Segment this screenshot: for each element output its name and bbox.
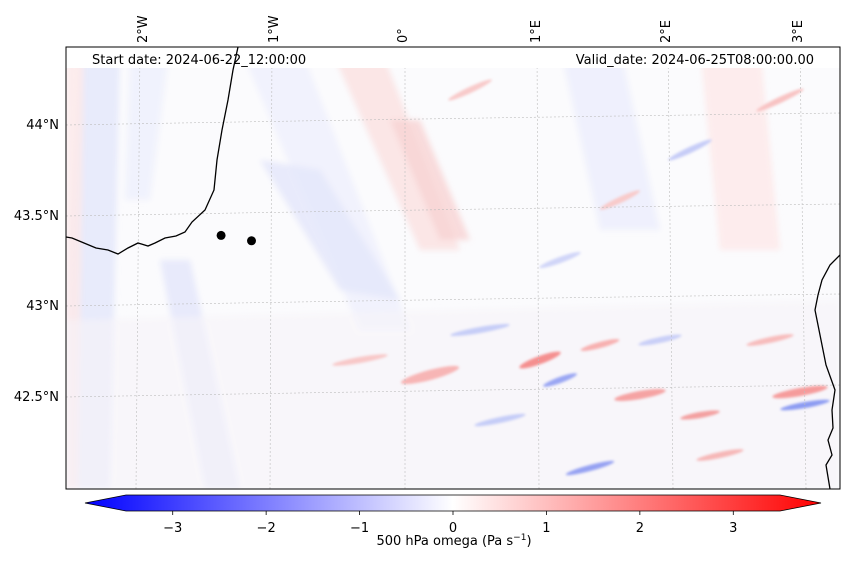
- lon-label-2e: 2°E: [659, 20, 674, 43]
- valid-date-label: Valid_date: 2024-06-25T08:00:00.00: [576, 53, 814, 68]
- colorbar-label: 500 hPa omega (Pa s−1): [376, 533, 531, 549]
- lon-label-0: 0°: [396, 28, 411, 43]
- colorbar-tick-label: −1: [350, 521, 369, 536]
- location-point-1: [216, 230, 226, 240]
- colorbar-tick-label: 2: [636, 521, 644, 536]
- map-area: [66, 47, 840, 489]
- omega-field: [66, 47, 840, 489]
- lat-label-43n: 43°N: [26, 299, 59, 314]
- lat-label-42-5n: 42.5°N: [14, 390, 59, 405]
- header-backdrop: [66, 47, 840, 68]
- lat-label-44n: 44°N: [26, 118, 59, 133]
- colorbar-tick-label: −2: [257, 521, 276, 536]
- lon-label-3e: 3°E: [791, 20, 806, 43]
- location-points: [216, 230, 256, 246]
- latitude-labels: 44°N 43.5°N 43°N 42.5°N: [14, 118, 59, 405]
- colorbar: −3 −2 −1 0 1 2 3 500 hPa omega (Pa s−1): [84, 494, 822, 549]
- location-point-2: [247, 236, 256, 246]
- map-frame: [65, 46, 841, 490]
- lon-label-1e: 1°E: [529, 20, 544, 43]
- lon-label-1w: 1°W: [267, 15, 282, 43]
- omega-fine-structure: [332, 79, 830, 476]
- colorbar-label-unit-exponent: −1: [513, 533, 526, 543]
- colorbar-tick-label: 0: [449, 521, 457, 536]
- gridlines: [66, 47, 840, 489]
- longitude-labels: 2°W 1°W 0° 1°E 2°E 3°E: [136, 15, 806, 43]
- lat-label-43-5n: 43.5°N: [14, 209, 59, 224]
- start-date-label: Start date: 2024-06-22_12:00:00: [92, 53, 306, 68]
- colorbar-tick-label: 3: [729, 521, 737, 536]
- colorbar-ticks: −3 −2 −1 0 1 2 3: [163, 511, 737, 536]
- colorbar-body: [84, 494, 822, 512]
- coastline-bay-of-biscay: [66, 47, 239, 255]
- colorbar-tick-label: −3: [163, 521, 182, 536]
- lon-label-2w: 2°W: [136, 15, 151, 43]
- coastline-mediterranean: [814, 254, 840, 489]
- colorbar-tick-label: 1: [542, 521, 550, 536]
